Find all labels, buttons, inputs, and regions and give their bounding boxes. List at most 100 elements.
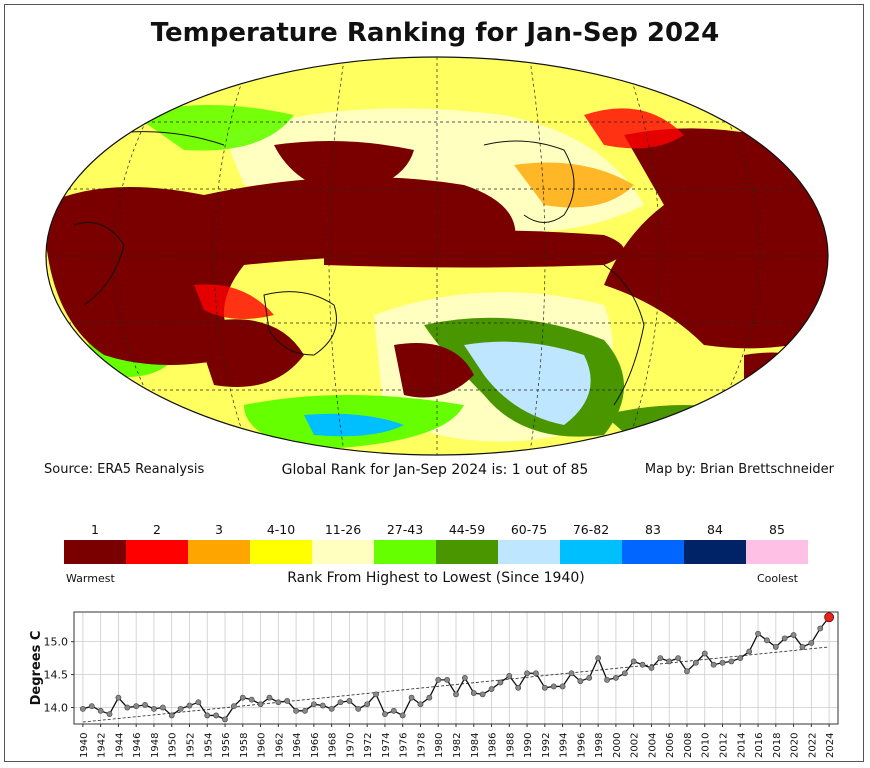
data-point xyxy=(142,701,148,708)
legend-swatch-0 xyxy=(64,540,126,564)
source-caption: Source: ERA5 Reanalysis xyxy=(44,462,205,477)
data-point xyxy=(266,694,273,701)
x-tick-label: 1978 xyxy=(416,733,427,758)
x-tick-label: 1992 xyxy=(541,733,552,758)
x-tick-label: 1940 xyxy=(79,733,90,758)
data-point xyxy=(746,648,753,655)
y-tick-label: 14.0 xyxy=(44,702,69,715)
data-point xyxy=(586,674,593,681)
figure-title: Temperature Ranking for Jan-Sep 2024 xyxy=(150,18,720,48)
x-tick-label: 1976 xyxy=(399,733,410,758)
data-point xyxy=(675,655,681,662)
data-point xyxy=(444,676,451,683)
y-axis-label: Degrees C xyxy=(29,631,44,706)
data-point xyxy=(648,665,655,671)
data-point xyxy=(151,705,157,712)
x-tick-label: 1996 xyxy=(576,733,587,758)
data-point xyxy=(799,644,806,650)
x-tick-label: 2024 xyxy=(825,733,836,758)
data-point xyxy=(764,637,770,644)
data-point xyxy=(737,655,744,662)
global-rank-caption: Global Rank for Jan-Sep 2024 is: 1 out o… xyxy=(281,462,589,478)
data-point xyxy=(559,683,566,690)
x-tick-label: 1988 xyxy=(505,733,516,758)
data-point xyxy=(239,694,246,701)
legend-label-6: 44-59 xyxy=(448,522,486,537)
legend-swatch-8 xyxy=(560,540,622,564)
x-tick-label: 1974 xyxy=(381,733,392,758)
data-point xyxy=(577,678,584,685)
ranking-map xyxy=(45,56,829,456)
y-tick-label: 15.0 xyxy=(44,636,69,649)
legend-swatch-6 xyxy=(436,540,498,564)
legend-labels: 1 2 3 4-10 11-26 27-43 44-59 60-75 76-82 83 84 85 xyxy=(64,518,808,540)
x-tick-label: 1984 xyxy=(470,733,481,758)
data-point xyxy=(506,673,513,679)
trend-line xyxy=(82,646,830,723)
data-point xyxy=(755,630,761,637)
x-tick-label: 1946 xyxy=(132,733,143,758)
data-point xyxy=(186,702,193,709)
data-point xyxy=(168,712,175,719)
data-point xyxy=(257,701,264,708)
legend-label-5: 27-43 xyxy=(386,522,424,537)
data-point xyxy=(604,676,610,683)
data-point xyxy=(621,670,628,677)
data-point xyxy=(719,659,726,666)
x-tick-label: 2016 xyxy=(754,733,765,758)
highlight-point-2024 xyxy=(824,612,835,623)
x-tick-label: 1952 xyxy=(185,733,196,758)
data-point xyxy=(541,684,548,691)
x-tick-label: 1980 xyxy=(434,733,445,758)
data-point xyxy=(213,712,220,719)
rank-legend: 1 2 3 4-10 11-26 27-43 44-59 60-75 76-82 83 84 85 W… xyxy=(64,518,808,588)
data-point xyxy=(195,699,202,706)
legend-swatch-5 xyxy=(374,540,436,564)
data-point xyxy=(355,705,362,712)
credit-caption: Map by: Brian Brettschneider xyxy=(644,462,834,477)
x-tick-label: 1956 xyxy=(221,733,232,758)
x-tick-label: 1942 xyxy=(97,733,108,758)
legend-swatch-9 xyxy=(622,540,684,564)
x-tick-label: 2002 xyxy=(630,733,641,758)
x-tick-label: 1968 xyxy=(328,733,339,758)
legend-label-10: 84 xyxy=(707,522,723,537)
legend-swatch-11 xyxy=(746,540,808,564)
legend-label-7: 60-75 xyxy=(510,522,548,537)
data-point xyxy=(97,707,104,714)
data-point xyxy=(399,712,406,719)
x-tick-label: 1964 xyxy=(292,733,303,758)
data-point xyxy=(781,635,788,642)
data-point xyxy=(550,683,557,690)
data-point xyxy=(639,661,646,668)
x-tick-label: 1998 xyxy=(594,733,605,758)
figure-frame xyxy=(4,4,864,762)
data-point xyxy=(390,707,397,714)
data-point xyxy=(159,704,166,711)
x-tick-label: 1982 xyxy=(452,733,463,758)
data-point xyxy=(382,711,388,718)
data-point xyxy=(461,674,468,681)
data-point xyxy=(808,640,815,646)
data-point xyxy=(302,707,308,714)
legend-swatch-1 xyxy=(126,540,188,564)
x-tick-label: 1950 xyxy=(168,733,179,758)
data-point xyxy=(453,691,459,698)
x-tick-label: 1958 xyxy=(239,733,250,758)
data-point xyxy=(657,655,664,662)
data-point xyxy=(595,655,602,662)
legend-warmest: Warmest xyxy=(66,572,115,585)
legend-swatch-2 xyxy=(188,540,250,564)
x-tick-label: 2004 xyxy=(647,733,658,758)
data-point xyxy=(666,658,673,665)
x-tick-label: 2022 xyxy=(807,733,818,758)
x-tick-label: 1962 xyxy=(274,733,285,758)
data-point xyxy=(710,661,717,668)
data-point xyxy=(728,658,735,665)
legend-coolest: Coolest xyxy=(756,572,798,585)
x-tick-label: 2012 xyxy=(719,733,730,758)
data-point xyxy=(79,705,86,712)
data-point xyxy=(373,691,379,698)
data-point xyxy=(319,702,326,709)
